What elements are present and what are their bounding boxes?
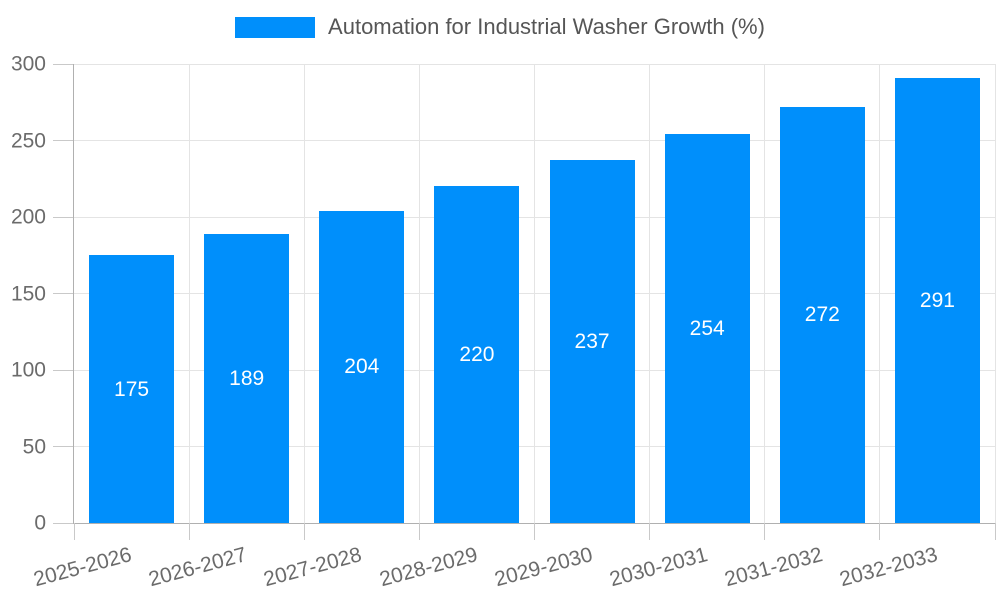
bar-value-label: 204 bbox=[344, 355, 380, 379]
gridline-vertical bbox=[994, 64, 996, 523]
legend-label: Automation for Industrial Washer Growth … bbox=[328, 14, 765, 39]
x-axis-tick bbox=[879, 523, 881, 540]
bar[interactable]: 189 bbox=[204, 233, 290, 523]
y-axis-tick bbox=[53, 446, 73, 447]
y-axis-tick bbox=[53, 63, 73, 65]
bar[interactable]: 204 bbox=[319, 210, 405, 523]
bar-value-label: 175 bbox=[114, 377, 150, 401]
legend-marker bbox=[235, 16, 316, 38]
x-axis-label: 2029-2030 bbox=[491, 543, 595, 592]
y-axis-label: 200 bbox=[10, 205, 46, 229]
x-axis-label: 2031-2032 bbox=[722, 543, 826, 592]
x-axis-label: 2032-2033 bbox=[837, 543, 941, 592]
x-axis-tick bbox=[764, 523, 766, 540]
bar-value-label: 220 bbox=[459, 343, 495, 367]
y-axis-tick bbox=[53, 522, 73, 524]
x-axis-tick bbox=[649, 523, 651, 540]
x-axis-tick bbox=[303, 523, 305, 540]
x-axis-tick bbox=[418, 523, 420, 540]
x-axis-label: 2025-2026 bbox=[31, 543, 135, 592]
bar[interactable]: 272 bbox=[779, 106, 865, 523]
y-axis-label: 100 bbox=[10, 358, 46, 382]
y-axis-tick bbox=[53, 369, 73, 371]
y-axis-label: 150 bbox=[10, 282, 46, 305]
x-axis-tick bbox=[73, 523, 75, 540]
y-axis-tick bbox=[53, 293, 73, 294]
plot-area: 0 50 100 150 200 250 300 175 2025-2026 189 2026-20… bbox=[11, 54, 996, 591]
bar-value-label: 237 bbox=[574, 330, 610, 354]
gridline-vertical bbox=[649, 64, 651, 523]
gridline-vertical bbox=[764, 64, 766, 523]
y-axis-label: 250 bbox=[10, 129, 46, 152]
gridline-vertical bbox=[879, 64, 881, 523]
gridline-vertical bbox=[303, 64, 305, 523]
x-axis-label: 2026-2027 bbox=[146, 543, 250, 592]
y-axis-label: 0 bbox=[34, 511, 46, 535]
bar[interactable]: 254 bbox=[664, 134, 750, 523]
y-axis-tick bbox=[53, 140, 73, 141]
legend[interactable]: Automation for Industrial Washer Growth … bbox=[0, 14, 1000, 40]
x-axis-label: 2027-2028 bbox=[261, 543, 365, 592]
gridline-vertical bbox=[418, 64, 420, 523]
bar[interactable]: 291 bbox=[894, 77, 980, 523]
y-axis-label: 300 bbox=[10, 52, 46, 76]
bar-value-label: 291 bbox=[919, 288, 955, 312]
y-axis-tick bbox=[53, 216, 73, 218]
x-axis-tick bbox=[994, 523, 996, 540]
gridline-vertical bbox=[534, 64, 535, 523]
x-axis-label: 2028-2029 bbox=[376, 543, 480, 592]
bar[interactable]: 175 bbox=[89, 255, 175, 523]
x-axis-tick bbox=[188, 523, 190, 540]
gridline-horizontal bbox=[74, 63, 995, 65]
bar[interactable]: 237 bbox=[549, 160, 635, 523]
bar-value-label: 189 bbox=[229, 366, 265, 390]
x-axis-tick bbox=[534, 523, 535, 540]
bar-value-label: 272 bbox=[804, 303, 840, 327]
x-axis-label: 2030-2031 bbox=[606, 543, 710, 592]
bar-value-label: 254 bbox=[689, 317, 725, 341]
bar[interactable]: 220 bbox=[434, 186, 520, 523]
y-axis-label: 50 bbox=[22, 435, 46, 458]
gridline-vertical bbox=[188, 64, 190, 523]
